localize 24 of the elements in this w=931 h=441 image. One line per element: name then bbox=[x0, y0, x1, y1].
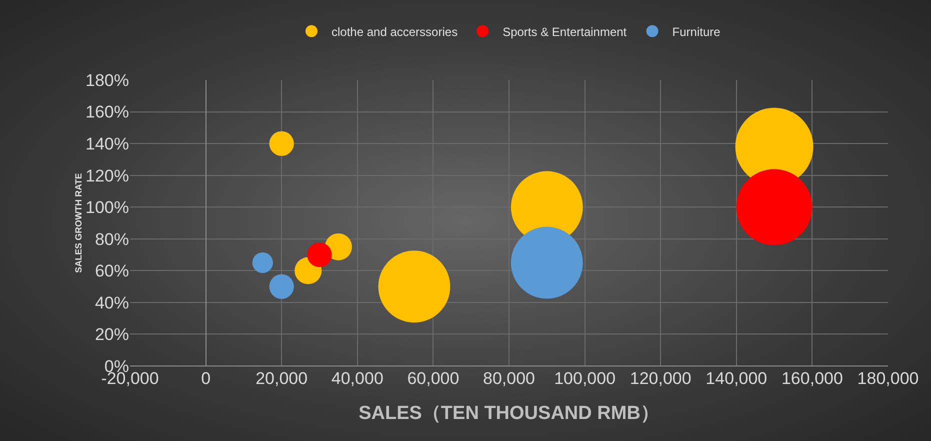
legend-label: Sports & Entertainment bbox=[502, 24, 628, 39]
legend-label: Furniture bbox=[672, 24, 721, 39]
x-tick-label: 0 bbox=[201, 369, 211, 388]
x-axis-title: SALES（TEN THOUSAND RMB） bbox=[358, 402, 660, 424]
y-tick-label: 140% bbox=[86, 134, 129, 154]
y-tick-label: 80% bbox=[94, 230, 129, 249]
x-tick-label: 160,000 bbox=[781, 369, 843, 388]
y-tick-label: 40% bbox=[94, 293, 129, 312]
x-tick-label: 100,000 bbox=[554, 369, 616, 388]
y-tick-label: 60% bbox=[94, 262, 129, 281]
y-tick-label: 20% bbox=[94, 325, 129, 344]
legend-label: clothe and accerssories bbox=[332, 24, 458, 39]
x-tick-label: 140,000 bbox=[706, 369, 768, 388]
y-tick-label: 100% bbox=[86, 198, 129, 218]
x-tick-label: 80,000 bbox=[483, 369, 535, 388]
y-axis-title: SALES GROWTH RATE bbox=[74, 173, 84, 273]
x-tick-label: 180,000 bbox=[857, 369, 919, 388]
y-tick-label: 180% bbox=[86, 70, 129, 90]
y-tick-label: 120% bbox=[86, 166, 129, 186]
x-tick-label: 60,000 bbox=[407, 369, 460, 388]
y-tick-label: 160% bbox=[86, 102, 129, 122]
x-tick-label: 40,000 bbox=[331, 369, 384, 388]
x-tick-label: 20,000 bbox=[256, 369, 308, 388]
x-tick-label: 120,000 bbox=[630, 369, 692, 388]
